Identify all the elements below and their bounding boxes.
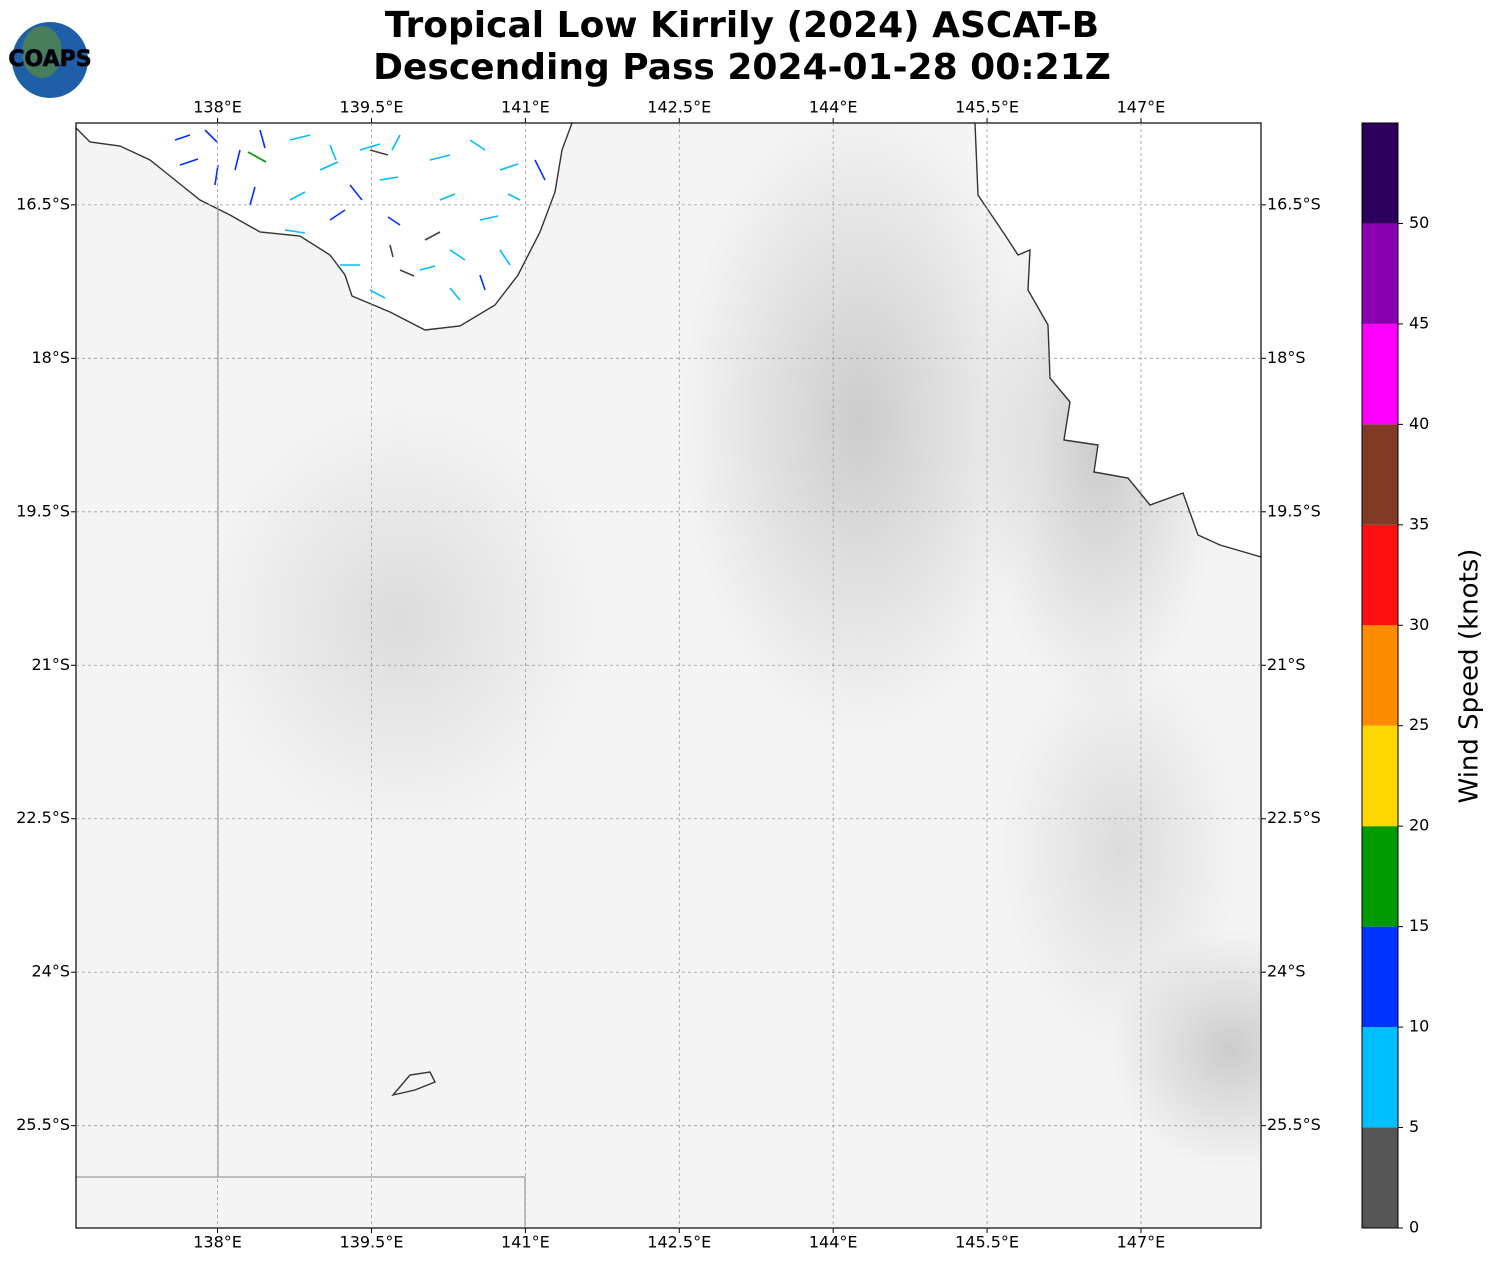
colorbar-tick-label: 50 [1409,213,1429,232]
title: Tropical Low Kirrily (2024) ASCAT-B [385,5,1099,46]
colorbar-tick-label: 20 [1409,816,1429,835]
y-tick-label: 24°S [1267,962,1306,981]
colorbar-frame [1361,122,1399,1229]
terrain [680,123,1040,740]
colorbar-segment [1362,1127,1398,1228]
y-tick-label: 18°S [1267,348,1306,367]
colorbar-segment [1362,424,1398,525]
x-tick-label: 147°E [1117,98,1166,117]
logo-text: COAPS [8,47,91,72]
colorbar-segment [1362,725,1398,827]
y-tick-label: 22.5°S [1267,808,1321,827]
y-tick-label: 21°S [1267,655,1306,674]
y-tick-label: 18°S [31,348,70,367]
x-tick-label: 141°E [501,98,550,117]
x-tick-label: 141°E [501,1233,550,1252]
water [975,123,1261,557]
x-tick-label: 144°E [809,98,858,117]
x-tick-label: 142.5°E [647,1233,711,1252]
y-tick-label: 21°S [31,655,70,674]
colorbar-label: Wind Speed (knots) [1455,549,1485,804]
terrain [1000,650,1240,1050]
x-tick-label: 139.5°E [340,1233,404,1252]
colorbar-segment [1362,323,1398,425]
x-tick-label: 144°E [809,1233,858,1252]
x-tick-label: 139.5°E [340,98,404,117]
lake [391,1071,436,1097]
y-tick-label: 24°S [31,962,70,981]
colorbar-segment [1362,524,1398,626]
colorbar-tick-label: 45 [1409,313,1429,332]
colorbar-segment [1362,1027,1398,1128]
colorbar-tick-label: 10 [1409,1017,1429,1036]
y-tick-label: 19.5°S [1267,501,1321,520]
x-tick-label: 145.5°E [955,1233,1019,1252]
colorbar-tick-label: 5 [1409,1117,1419,1136]
colorbar-segment [1362,625,1398,726]
coastline [974,123,1261,558]
colorbar-tick-label: 15 [1409,916,1429,935]
y-tick-label: 25.5°S [16,1115,70,1134]
x-tick-label: 138°E [193,98,242,117]
colorbar-tick-label: 0 [1409,1218,1419,1237]
colorbar-segment [1362,926,1398,1028]
subtitle: Descending Pass 2024-01-28 00:21Z [373,47,1111,88]
y-tick-label: 25.5°S [1267,1115,1321,1134]
x-tick-label: 145.5°E [955,98,1019,117]
wind-barbs [174,129,546,301]
y-tick-label: 22.5°S [16,808,70,827]
water [76,123,572,330]
colorbar-tick-label: 30 [1409,615,1429,634]
colorbar-segment [1362,223,1398,324]
colorbar-tick-label: 40 [1409,414,1429,433]
y-tick-label: 19.5°S [16,501,70,520]
y-tick-label: 16.5°S [16,194,70,213]
x-tick-label: 142.5°E [647,98,711,117]
terrain [200,400,600,840]
coastline [76,123,573,331]
map-area [76,123,1261,1228]
logo: COAPS [8,22,92,98]
colorbar-tick-label: 35 [1409,514,1429,533]
colorbar-segment [1362,826,1398,927]
y-tick-label: 16.5°S [1267,194,1321,213]
map-frame [75,122,1262,1229]
colorbar-tick-label: 25 [1409,715,1429,734]
x-tick-label: 138°E [193,1233,242,1252]
x-tick-label: 147°E [1117,1233,1166,1252]
colorbar-segment [1362,123,1398,224]
